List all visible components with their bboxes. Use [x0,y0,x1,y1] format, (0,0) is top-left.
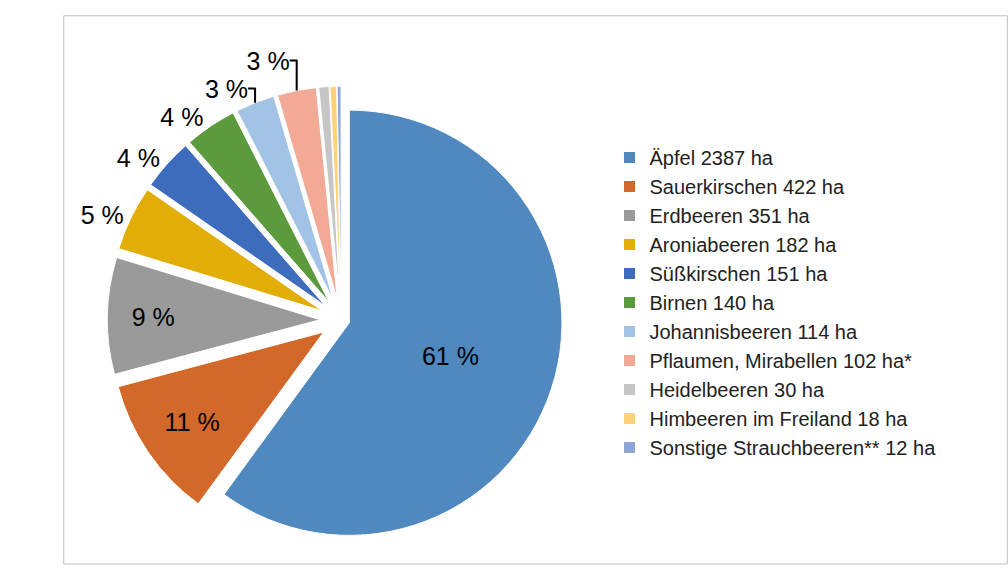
svg-text:3 %: 3 % [247,47,290,75]
svg-text:11 %: 11 % [165,408,220,436]
svg-text:4 %: 4 % [117,144,160,172]
svg-text:Süßkirschen 151 ha: Süßkirschen 151 ha [650,263,829,285]
svg-text:Heidelbeeren 30 ha: Heidelbeeren 30 ha [650,379,825,401]
svg-text:Aroniabeeren 182 ha: Aroniabeeren 182 ha [650,234,838,256]
svg-text:9 %: 9 % [132,303,175,331]
svg-text:Birnen 140 ha: Birnen 140 ha [650,292,775,314]
svg-text:Johannisbeeren 114 ha: Johannisbeeren 114 ha [650,321,858,343]
svg-text:5 %: 5 % [81,201,124,229]
svg-text:3 %: 3 % [205,75,248,103]
svg-text:Äpfel 2387 ha: Äpfel 2387 ha [650,147,774,169]
svg-text:Sonstige Strauchbeeren** 12 ha: Sonstige Strauchbeeren** 12 ha [650,437,937,459]
svg-text:61 %: 61 % [422,342,479,370]
svg-text:Himbeeren im Freiland 18 ha: Himbeeren im Freiland 18 ha [650,408,909,430]
svg-text:Pflaumen, Mirabellen 102 ha*: Pflaumen, Mirabellen 102 ha* [650,350,913,372]
svg-text:Sauerkirschen 422 ha: Sauerkirschen 422 ha [650,176,845,198]
svg-text:Erdbeeren 351 ha: Erdbeeren 351 ha [650,205,811,227]
svg-text:4 %: 4 % [160,103,203,131]
